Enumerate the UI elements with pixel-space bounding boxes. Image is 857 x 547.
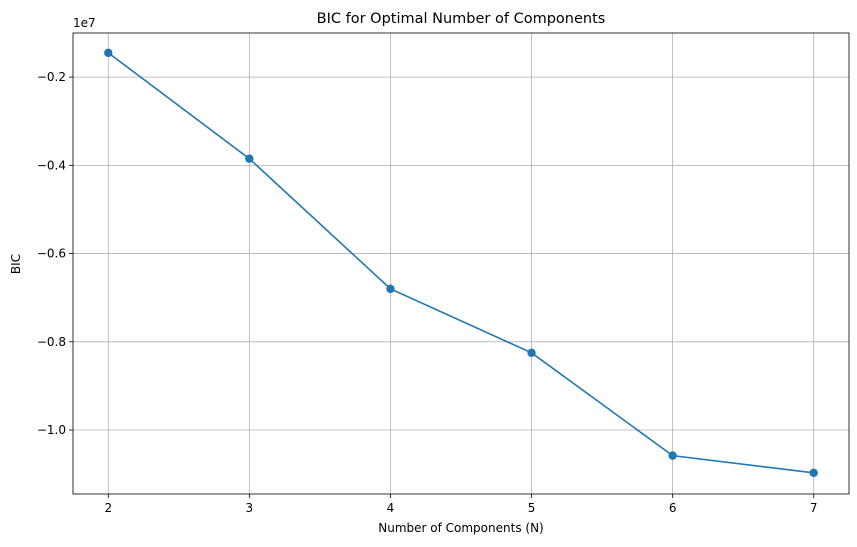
x-tick-label-1: 3 (246, 501, 254, 515)
y-tick-label-2: −0.6 (37, 247, 66, 261)
y-tick-label-1: −0.4 (37, 158, 66, 172)
chart-title: BIC for Optimal Number of Components (317, 11, 606, 27)
y-tick-label-3: −0.8 (37, 335, 66, 349)
data-point-0-3 (527, 348, 536, 358)
plot-frame (72, 32, 850, 495)
data-point-0-1 (245, 154, 254, 163)
data-point-0-2 (386, 284, 395, 294)
data-series (104, 48, 818, 478)
x-axis-label: Number of Components (N) (378, 521, 543, 535)
x-tick-label-5: 7 (810, 501, 818, 515)
data-point-0-0 (104, 48, 113, 58)
x-tick-label-3: 5 (528, 501, 536, 515)
y-offset-label: 1e7 (73, 16, 96, 30)
y-tick-label-4: −1.0 (37, 423, 66, 437)
data-point-0-5 (809, 468, 818, 478)
axes (72, 32, 850, 495)
y-tick-label-0: −0.2 (37, 70, 66, 84)
x-tick-label-2: 4 (387, 501, 395, 515)
x-tick-label-0: 2 (104, 501, 112, 515)
series-line-0 (107, 52, 814, 474)
y-axis-label: BIC (9, 254, 23, 274)
data-point-0-4 (668, 451, 677, 460)
x-tick-label-4: 6 (669, 501, 677, 515)
grid-lines (73, 33, 849, 494)
tick-labels: 2 3 4 5 6 7 −0.2 −0.4 −0.6 −0.8 −1.0 (37, 70, 818, 515)
